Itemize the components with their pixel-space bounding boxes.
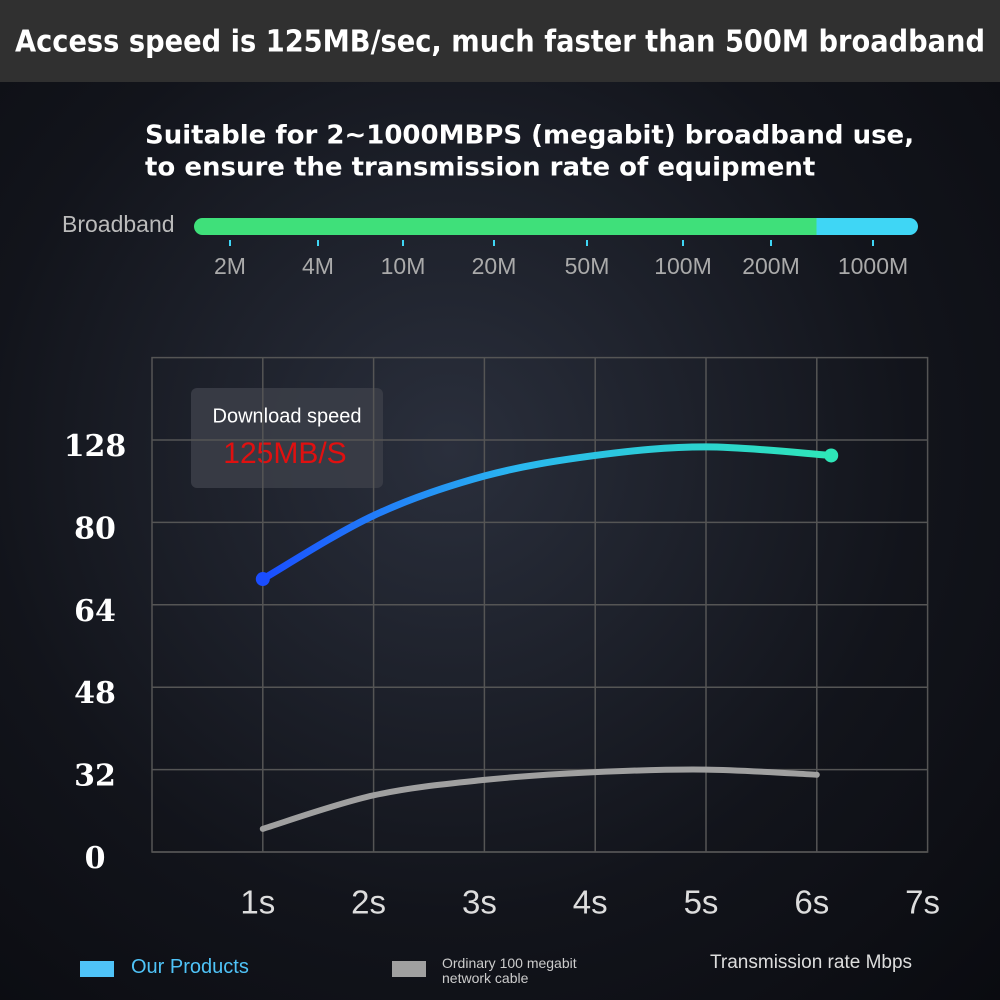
- y-tick-label: 80: [74, 511, 116, 546]
- x-tick-label: 1s: [240, 884, 275, 921]
- y-tick-label: 48: [74, 676, 116, 711]
- x-tick-label: 5s: [684, 884, 719, 921]
- y-tick-label: 128: [64, 429, 127, 464]
- y-tick-label: 32: [74, 759, 116, 794]
- broadband-scale-label: 200M: [742, 253, 800, 279]
- header-bar: [0, 0, 1000, 82]
- y-tick-label: 64: [74, 594, 116, 629]
- series-line: [259, 443, 835, 583]
- x-tick-label: 4s: [573, 884, 608, 921]
- header-title: Access speed is 125MB/sec, much faster t…: [15, 25, 985, 60]
- broadband-scale-label: 2M: [214, 253, 246, 279]
- legend-swatch: [392, 961, 426, 977]
- series-line: [259, 766, 820, 832]
- x-tick-label: 7s: [905, 884, 940, 921]
- broadband-scale-label: 50M: [565, 253, 610, 279]
- annotation-value: 125MB/S: [223, 437, 346, 470]
- y-tick-label: 0: [85, 841, 106, 876]
- x-tick-label: 2s: [351, 884, 386, 921]
- subtitle: to ensure the transmission rate of equip…: [145, 153, 815, 183]
- legend-label: Ordinary 100 megabit network cable: [442, 955, 577, 986]
- annotation-title: Download speed: [213, 405, 362, 427]
- broadband-scale-label: 4M: [302, 253, 334, 279]
- x-tick-label: 3s: [462, 884, 497, 921]
- legend-swatch: [80, 961, 114, 977]
- x-tick-label: 6s: [794, 884, 829, 921]
- endpoint: [824, 448, 839, 463]
- broadband-scale-label: 100M: [654, 253, 712, 279]
- endpoint: [255, 572, 270, 587]
- broadband-scale-label: 10M: [381, 253, 426, 279]
- legend-label: Our Products: [131, 956, 249, 978]
- broadband-scale-label: 20M: [472, 253, 517, 279]
- subtitle: Suitable for 2~1000MBPS (megabit) broadb…: [145, 121, 914, 151]
- broadband-bar: [194, 218, 918, 235]
- broadband-scale-label: 1000M: [838, 253, 908, 279]
- annotation-box: [191, 388, 383, 488]
- broadband-label: Broadband: [62, 211, 175, 237]
- x-axis-label: Transmission rate Mbps: [710, 952, 912, 973]
